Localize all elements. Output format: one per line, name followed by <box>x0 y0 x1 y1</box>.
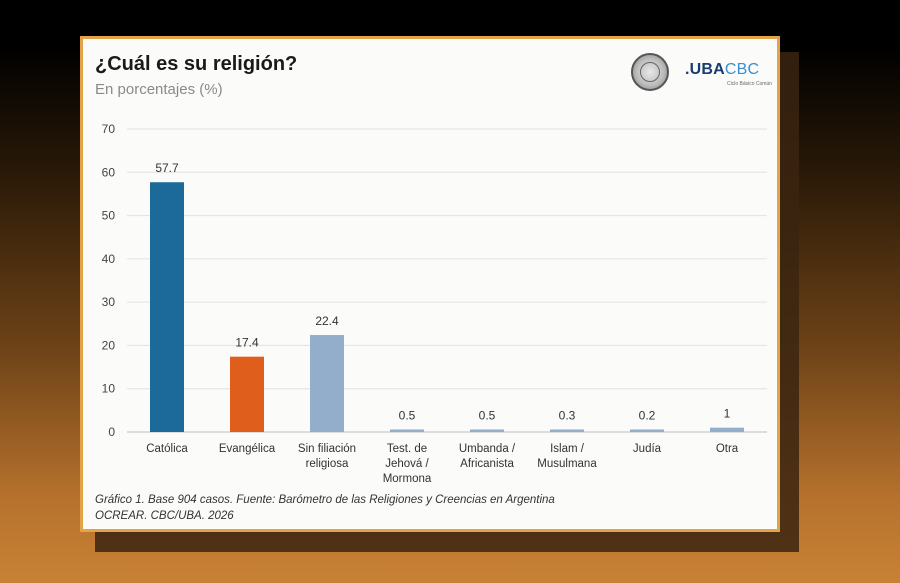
category-label: Jehová / <box>385 458 429 470</box>
category-label: Evangélica <box>219 443 276 455</box>
category-label: Africanista <box>460 458 514 470</box>
y-tick-label: 60 <box>102 165 116 179</box>
uba-seal-icon <box>631 53 669 91</box>
y-tick-label: 30 <box>102 295 116 309</box>
y-tick-label: 0 <box>108 425 115 439</box>
data-label: 0.5 <box>479 409 496 423</box>
footnote-line-2: OCREAR. CBC/UBA. 2026 <box>95 510 234 522</box>
footnote: Gráfico 1. Base 904 casos. Fuente: Baróm… <box>95 492 655 524</box>
bar <box>470 429 504 432</box>
data-label: 0.2 <box>639 409 656 423</box>
bar <box>550 429 584 432</box>
bar <box>390 429 424 432</box>
data-labels: 57.7 17.4 22.4 0.5 0.5 0.3 0.2 1 <box>155 161 730 422</box>
bar <box>310 335 344 432</box>
chart-card: ¿Cuál es su religión? En porcentajes (%)… <box>80 36 780 532</box>
bar <box>630 429 664 432</box>
category-label: Mormona <box>383 473 432 485</box>
category-label: Católica <box>146 443 188 455</box>
data-label: 22.4 <box>315 314 339 328</box>
bars <box>150 182 744 432</box>
y-tick-label: 40 <box>102 252 116 266</box>
bar <box>230 356 264 432</box>
bar <box>710 427 744 432</box>
y-axis-ticks: 0 10 20 30 40 50 60 70 <box>102 122 116 439</box>
data-label: 0.5 <box>399 409 416 423</box>
data-label: 17.4 <box>235 336 259 350</box>
grid-layer <box>127 128 767 433</box>
y-tick-label: 50 <box>102 209 116 223</box>
y-tick-label: 70 <box>102 122 116 136</box>
chart-title: ¿Cuál es su religión? <box>95 53 298 75</box>
category-label: Islam / <box>550 443 585 455</box>
logo-tagline: Ciclo Básico Común <box>727 81 773 87</box>
logo-uba-text: .UBA <box>685 61 725 78</box>
category-label: Test. de <box>387 443 427 455</box>
category-label: Umbanda / <box>459 443 516 455</box>
footnote-line-1: Gráfico 1. Base 904 casos. Fuente: Baróm… <box>95 494 555 506</box>
category-label: Musulmana <box>537 458 597 470</box>
category-label: Otra <box>716 443 739 455</box>
data-label: 1 <box>724 407 731 421</box>
uba-cbc-logo: .UBACBC <box>685 61 759 79</box>
category-label: Sin filiación <box>298 443 356 455</box>
category-label: Judía <box>633 443 662 455</box>
category-label: religiosa <box>306 458 349 470</box>
logo-cbc-text: CBC <box>724 61 760 78</box>
data-label: 57.7 <box>155 161 179 175</box>
y-tick-label: 10 <box>102 382 116 396</box>
bar-chart: 0 10 20 30 40 50 60 70 57.7 17.4 22.4 0.5 0.5 0.3 0.2… <box>102 122 767 485</box>
category-labels: Católica Evangélica Sin filiación religiosa… <box>146 443 739 485</box>
y-tick-label: 20 <box>102 338 116 352</box>
chart-subtitle: En porcentajes (%) <box>95 81 223 98</box>
data-label: 0.3 <box>559 409 576 423</box>
bar <box>150 182 184 432</box>
